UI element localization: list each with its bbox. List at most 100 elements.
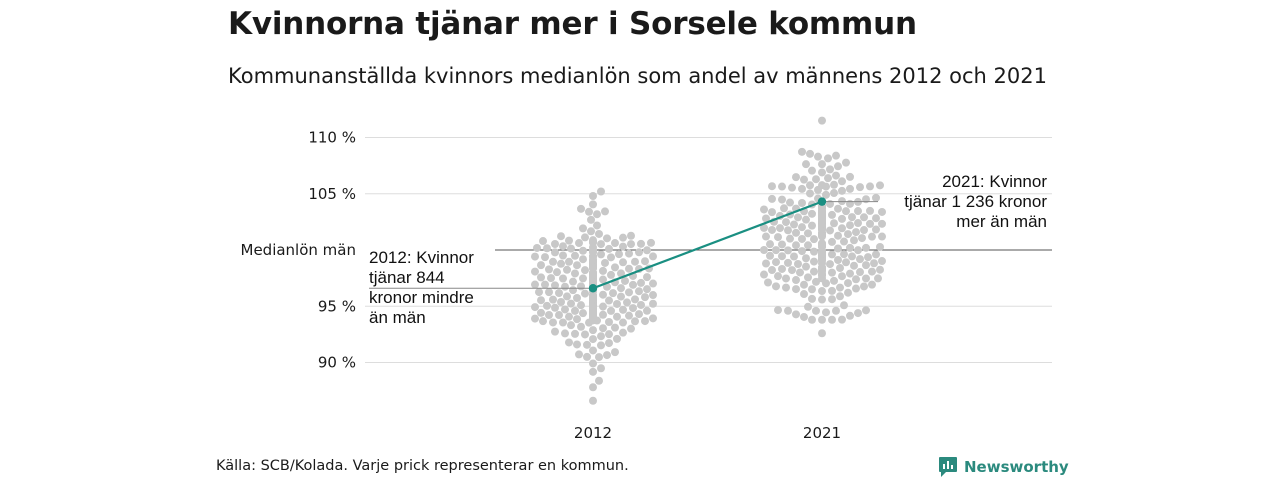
municipality-dot (862, 243, 870, 252)
municipality-dot (828, 237, 836, 246)
municipality-dot (844, 230, 852, 239)
municipality-dot (868, 232, 876, 241)
municipality-dot (605, 339, 613, 348)
annotation-line: 2012: Kvinnor (369, 248, 474, 267)
municipality-dot (595, 376, 603, 385)
municipality-dot (818, 116, 826, 125)
municipality-dot (838, 214, 846, 223)
municipality-dot (641, 257, 649, 266)
municipality-dot (631, 257, 639, 266)
municipality-dot (776, 224, 784, 233)
annotations: 2012: Kvinnor tjänar 844 kronor mindre än m… (369, 172, 1047, 327)
municipality-dot (597, 240, 605, 249)
municipality-dot (768, 266, 776, 275)
municipality-dot (854, 219, 862, 228)
municipality-dot (872, 214, 880, 223)
municipality-dot (768, 194, 776, 203)
municipality-dot (772, 282, 780, 291)
y-tick-label: 95 % (318, 297, 356, 315)
municipality-dot (641, 317, 649, 326)
y-tick-label: 110 % (308, 129, 356, 147)
municipality-dot (641, 293, 649, 302)
municipality-dot (629, 280, 637, 289)
highlight-point-2021 (817, 197, 827, 206)
municipality-dot (599, 275, 607, 284)
municipality-dot (768, 208, 776, 217)
municipality-dot (818, 315, 826, 324)
municipality-dot (625, 249, 633, 258)
municipality-dot (806, 149, 814, 158)
municipality-dot (788, 183, 796, 192)
municipality-dot (605, 318, 613, 327)
municipality-dot (832, 171, 840, 180)
municipality-dot (577, 204, 585, 213)
municipality-dot (617, 292, 625, 301)
municipality-dot (836, 283, 844, 292)
municipality-dot (537, 296, 545, 305)
municipality-dot (818, 287, 826, 296)
municipality-dot (784, 226, 792, 235)
municipality-dot (808, 166, 816, 175)
municipality-dot (876, 242, 884, 251)
municipality-dot (603, 234, 611, 243)
municipality-dot (806, 189, 814, 198)
municipality-dot (547, 274, 555, 283)
municipality-dot (539, 317, 547, 326)
municipality-dot (812, 306, 820, 315)
municipality-dot (567, 244, 575, 253)
municipality-dot (607, 270, 615, 279)
municipality-dot (802, 254, 810, 263)
highlight-point-2012 (588, 284, 598, 293)
municipality-dot (551, 248, 559, 257)
municipality-dot (878, 207, 886, 216)
municipality-dot (545, 288, 553, 297)
annotation-line: tjänar 1 236 kronor (904, 192, 1047, 211)
municipality-dot (643, 285, 651, 294)
municipality-dot (834, 162, 842, 171)
municipality-dot (808, 315, 816, 324)
municipality-dot (625, 264, 633, 273)
municipality-dot (589, 367, 597, 376)
municipality-dot (830, 189, 838, 198)
municipality-dot (778, 182, 786, 191)
municipality-dot (541, 280, 549, 289)
municipality-dot (842, 258, 850, 267)
municipality-dot (838, 315, 846, 324)
municipality-dot (605, 244, 613, 253)
municipality-dot (862, 261, 870, 270)
municipality-dot (631, 317, 639, 326)
municipality-dot (565, 257, 573, 266)
municipality-dot (617, 284, 625, 293)
municipality-dot (629, 304, 637, 313)
municipality-dot (838, 186, 846, 195)
municipality-dot (762, 259, 770, 268)
municipality-dot (533, 243, 541, 252)
municipality-dot (577, 282, 585, 291)
municipality-dot (804, 302, 812, 311)
municipality-dot (627, 231, 635, 240)
municipality-dot (852, 228, 860, 237)
municipality-dot (557, 259, 565, 268)
municipality-dot (782, 274, 790, 283)
municipality-dot (810, 247, 818, 256)
y-tick-label: 105 % (308, 185, 356, 203)
municipality-dot (577, 301, 585, 310)
municipality-dot (563, 292, 571, 301)
municipality-dot (790, 220, 798, 229)
municipality-dot (561, 305, 569, 314)
municipality-dot (838, 197, 846, 206)
municipality-dot (589, 326, 597, 335)
municipality-dot (581, 330, 589, 339)
municipality-dot (535, 288, 543, 297)
beeswarm-chart: 90 % 95 % 105 % 110 % Medianlön män 2012: Kv… (241, 116, 1052, 442)
municipality-dot (579, 246, 587, 255)
municipality-dot (874, 274, 882, 283)
municipality-dot (812, 277, 820, 286)
municipality-dot (860, 226, 868, 235)
municipality-dot (794, 213, 802, 222)
municipality-dot (537, 261, 545, 270)
municipality-dot (531, 280, 539, 289)
municipality-dot (866, 182, 874, 191)
chart-title: Kvinnorna tjänar mer i Sorsele kommun (228, 6, 917, 42)
municipality-dot (760, 245, 768, 254)
